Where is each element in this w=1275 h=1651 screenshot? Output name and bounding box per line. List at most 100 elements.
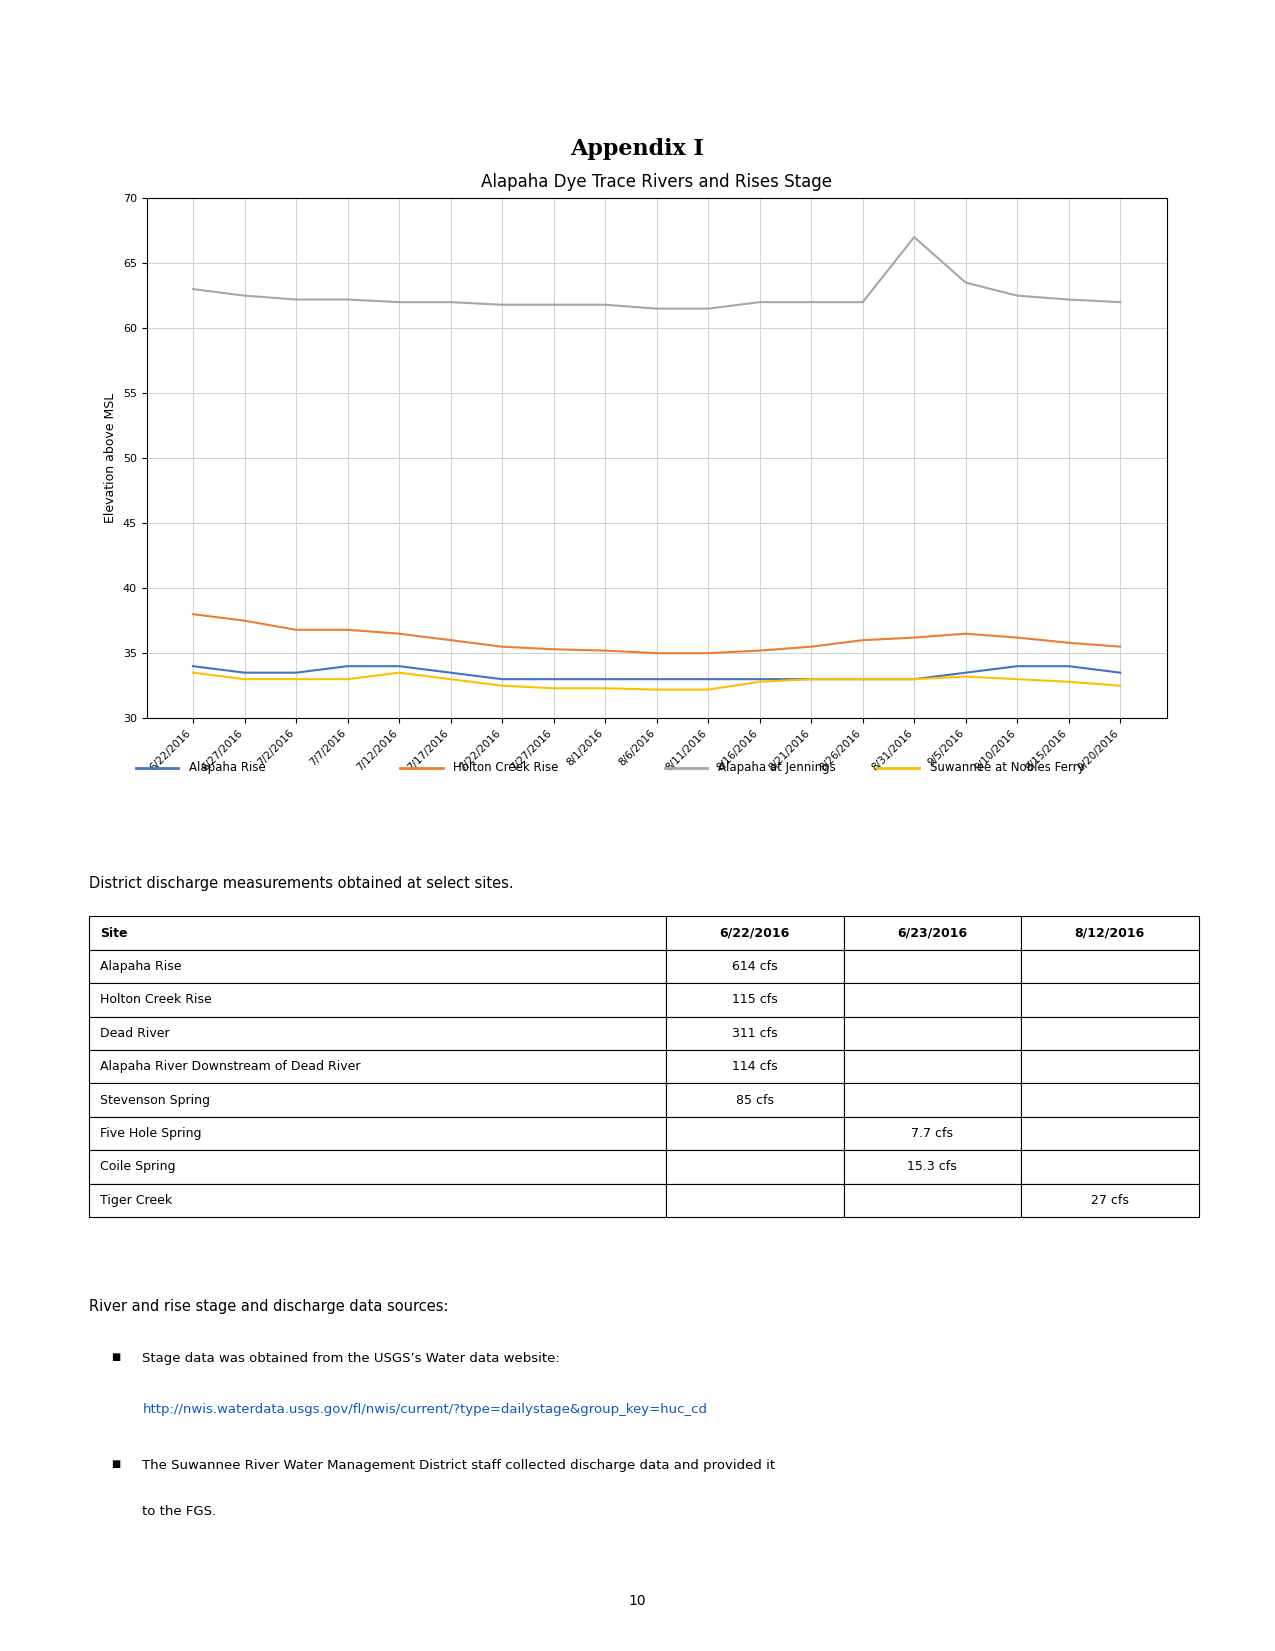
Alapaha Rise [856,669,871,688]
Suwannee at Nobles Ferry [237,669,252,688]
Alapaha Rise [1061,657,1076,677]
Alapaha Rise [700,669,715,688]
FancyBboxPatch shape [666,1083,844,1116]
Holton Creek Rise [598,641,613,660]
FancyBboxPatch shape [844,1184,1021,1217]
Text: Dead River: Dead River [101,1027,170,1040]
FancyBboxPatch shape [1021,1116,1198,1151]
Alapaha at Jennings [442,292,458,312]
Y-axis label: Elevation above MSL: Elevation above MSL [105,393,117,523]
Text: http://nwis.waterdata.usgs.gov/fl/nwis/current/?type=dailystage&group_key=huc_cd: http://nwis.waterdata.usgs.gov/fl/nwis/c… [143,1403,708,1417]
Alapaha Rise [649,669,664,688]
Text: ■: ■ [111,1352,121,1362]
FancyBboxPatch shape [1021,949,1198,982]
Text: District discharge measurements obtained at select sites.: District discharge measurements obtained… [89,875,514,892]
Alapaha at Jennings [856,292,871,312]
FancyBboxPatch shape [666,1116,844,1151]
Text: Coile Spring: Coile Spring [101,1161,176,1174]
Text: 6/22/2016: 6/22/2016 [719,926,790,939]
Holton Creek Rise [288,619,303,639]
Suwannee at Nobles Ferry [288,669,303,688]
Alapaha at Jennings [288,289,303,309]
Holton Creek Rise [958,624,973,644]
Holton Creek Rise [1113,637,1128,657]
FancyBboxPatch shape [89,982,666,1017]
Alapaha Rise [546,669,561,688]
FancyBboxPatch shape [89,1116,666,1151]
FancyBboxPatch shape [1021,1083,1198,1116]
Suwannee at Nobles Ferry [185,662,200,682]
Alapaha at Jennings [237,286,252,305]
FancyBboxPatch shape [1021,982,1198,1017]
Suwannee at Nobles Ferry [1010,669,1025,688]
Text: Holton Creek Rise: Holton Creek Rise [454,761,558,774]
FancyBboxPatch shape [666,916,844,949]
Suwannee at Nobles Ferry [598,679,613,698]
FancyBboxPatch shape [1021,1017,1198,1050]
Text: 10: 10 [629,1595,646,1608]
FancyBboxPatch shape [89,1083,666,1116]
Alapaha Rise [1010,657,1025,677]
FancyBboxPatch shape [844,1017,1021,1050]
Line: Holton Creek Rise: Holton Creek Rise [193,614,1121,654]
FancyBboxPatch shape [666,949,844,982]
Alapaha at Jennings [546,296,561,315]
Text: 85 cfs: 85 cfs [736,1093,774,1106]
Alapaha Rise [391,657,407,677]
Alapaha at Jennings [700,299,715,319]
FancyBboxPatch shape [844,1050,1021,1083]
Suwannee at Nobles Ferry [649,680,664,700]
Holton Creek Rise [391,624,407,644]
Text: Tiger Creek: Tiger Creek [101,1194,172,1207]
Alapaha at Jennings [1061,289,1076,309]
Text: 614 cfs: 614 cfs [732,959,778,972]
Text: Alapaha Rise: Alapaha Rise [189,761,265,774]
Text: 8/12/2016: 8/12/2016 [1075,926,1145,939]
Alapaha Rise [185,657,200,677]
Text: Alapaha River Downstream of Dead River: Alapaha River Downstream of Dead River [101,1060,361,1073]
FancyBboxPatch shape [666,1017,844,1050]
Holton Creek Rise [907,627,922,647]
Alapaha Rise [237,662,252,682]
Text: Stevenson Spring: Stevenson Spring [101,1093,210,1106]
FancyBboxPatch shape [89,1151,666,1184]
Text: to the FGS.: to the FGS. [143,1506,217,1517]
Text: Appendix I: Appendix I [571,137,704,160]
Text: Alapaha at Jennings: Alapaha at Jennings [718,761,835,774]
FancyBboxPatch shape [89,916,666,949]
FancyBboxPatch shape [89,949,666,982]
Text: 27 cfs: 27 cfs [1091,1194,1128,1207]
Line: Alapaha at Jennings: Alapaha at Jennings [193,238,1121,309]
FancyBboxPatch shape [1021,1184,1198,1217]
Alapaha Rise [495,669,510,688]
Suwannee at Nobles Ferry [700,680,715,700]
Line: Suwannee at Nobles Ferry: Suwannee at Nobles Ferry [193,672,1121,690]
Holton Creek Rise [237,611,252,631]
Alapaha Rise [442,662,458,682]
Alapaha Rise [340,657,356,677]
Alapaha at Jennings [598,296,613,315]
Text: 114 cfs: 114 cfs [732,1060,778,1073]
Alapaha Rise [803,669,819,688]
Title: Alapaha Dye Trace Rivers and Rises Stage: Alapaha Dye Trace Rivers and Rises Stage [481,173,833,192]
Text: Holton Creek Rise: Holton Creek Rise [101,994,212,1007]
Alapaha at Jennings [340,289,356,309]
FancyBboxPatch shape [844,1116,1021,1151]
Alapaha Rise [907,669,922,688]
Holton Creek Rise [803,637,819,657]
Suwannee at Nobles Ferry [907,669,922,688]
Text: Five Hole Spring: Five Hole Spring [101,1128,201,1139]
Holton Creek Rise [752,641,768,660]
Text: The Suwannee River Water Management District staff collected discharge data and : The Suwannee River Water Management Dist… [143,1459,775,1471]
Alapaha at Jennings [649,299,664,319]
Alapaha at Jennings [185,279,200,299]
Text: 115 cfs: 115 cfs [732,994,778,1007]
Alapaha at Jennings [391,292,407,312]
FancyBboxPatch shape [844,1083,1021,1116]
Suwannee at Nobles Ferry [340,669,356,688]
FancyBboxPatch shape [844,982,1021,1017]
Suwannee at Nobles Ferry [958,667,973,687]
Suwannee at Nobles Ferry [495,675,510,695]
Alapaha at Jennings [907,228,922,248]
Text: 311 cfs: 311 cfs [732,1027,778,1040]
